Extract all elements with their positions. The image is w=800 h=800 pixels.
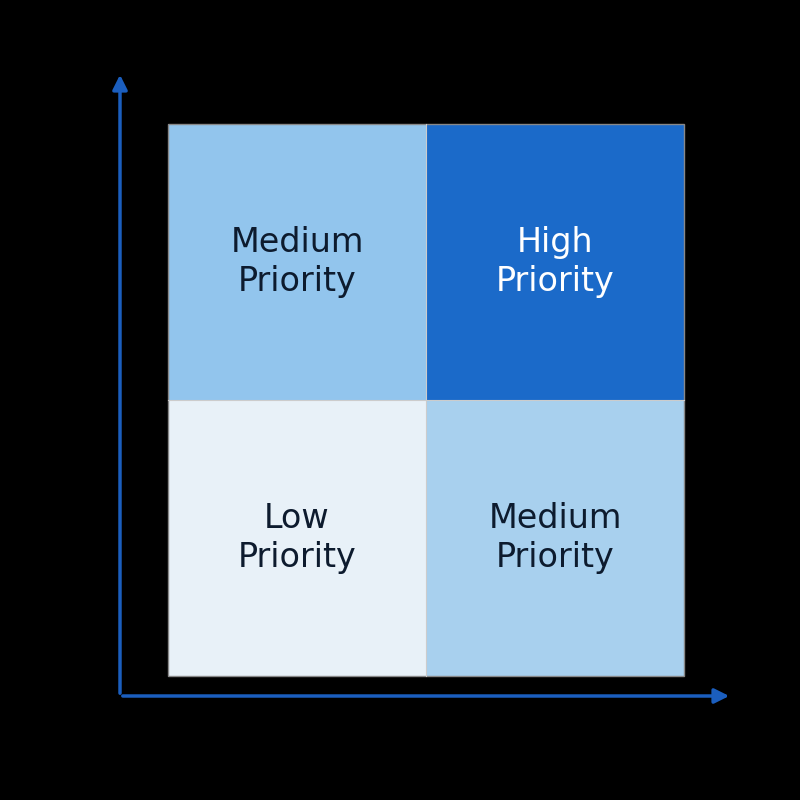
Text: Medium
Priority: Medium Priority [230,226,364,298]
Text: Medium
Priority: Medium Priority [488,502,622,574]
Text: Low
Priority: Low Priority [238,502,356,574]
Text: High
Priority: High Priority [496,226,614,298]
